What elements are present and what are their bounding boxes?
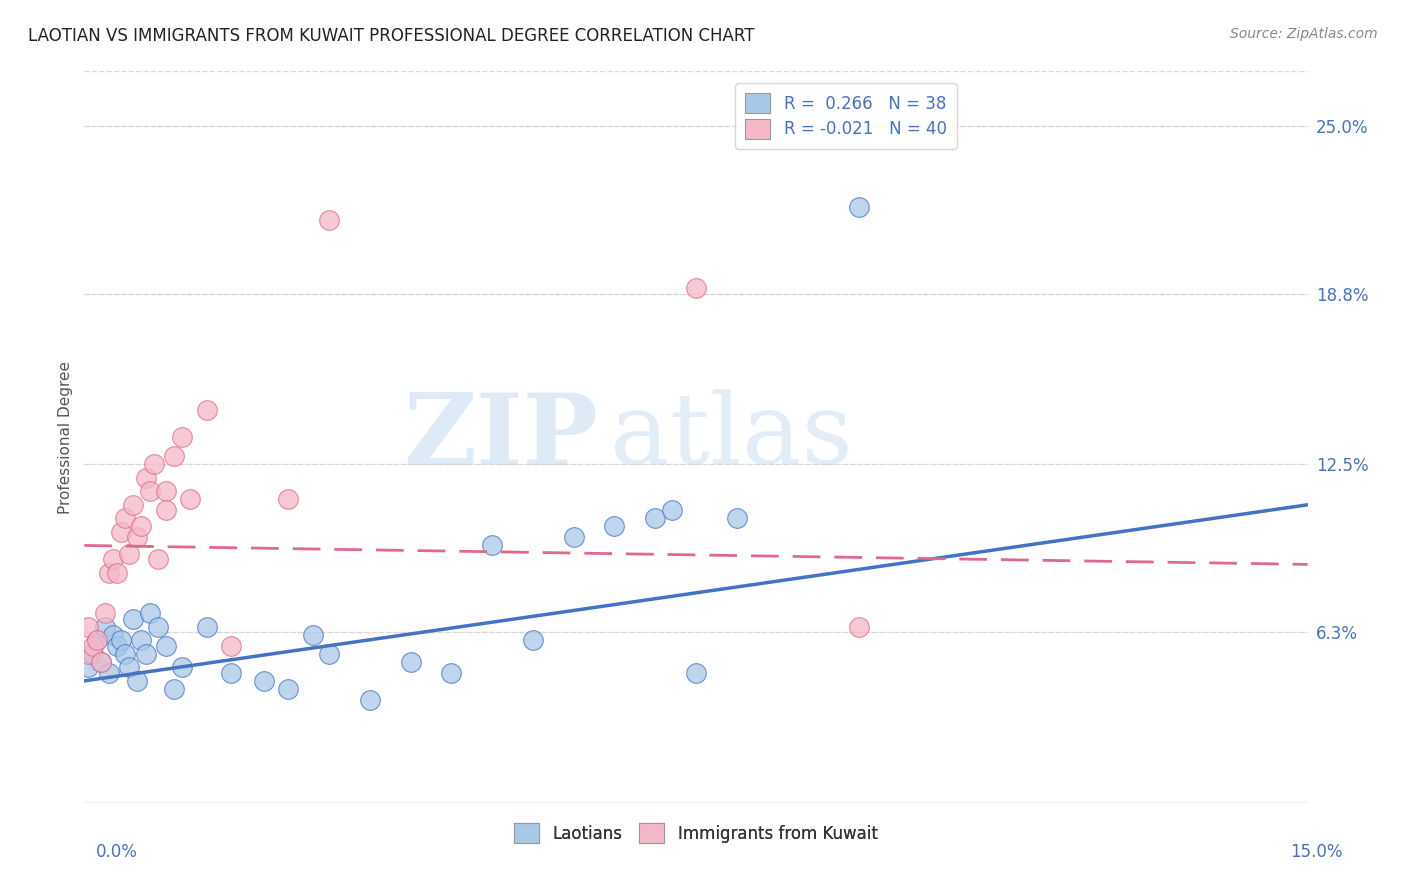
Point: [685, 281, 707, 295]
Text: 15.0%: 15.0%: [1291, 843, 1343, 861]
Point: [110, 633, 132, 648]
Point: [114, 511, 136, 525]
Point: [172, 430, 194, 444]
Point: [118, 547, 141, 561]
Point: [77, 660, 100, 674]
Point: [82, 647, 104, 661]
Point: [318, 213, 340, 227]
Y-axis label: Professional Degree: Professional Degree: [58, 360, 73, 514]
Text: 0.0%: 0.0%: [96, 843, 138, 861]
Point: [195, 403, 218, 417]
Point: [277, 681, 299, 696]
Point: [155, 639, 177, 653]
Point: [105, 639, 128, 653]
Point: [135, 471, 157, 485]
Point: [318, 647, 340, 661]
Point: [359, 693, 381, 707]
Point: [77, 620, 100, 634]
Point: [685, 665, 707, 680]
Point: [399, 655, 422, 669]
Point: [135, 647, 157, 661]
Legend: Laotians, Immigrants from Kuwait: Laotians, Immigrants from Kuwait: [508, 817, 884, 849]
Point: [82, 639, 104, 653]
Point: [93, 606, 115, 620]
Point: [253, 673, 276, 688]
Point: [848, 620, 870, 634]
Point: [725, 511, 748, 525]
Point: [122, 611, 145, 625]
Point: [562, 530, 585, 544]
Point: [93, 620, 115, 634]
Text: LAOTIAN VS IMMIGRANTS FROM KUWAIT PROFESSIONAL DEGREE CORRELATION CHART: LAOTIAN VS IMMIGRANTS FROM KUWAIT PROFES…: [28, 27, 755, 45]
Text: ZIP: ZIP: [404, 389, 598, 485]
Point: [155, 484, 177, 499]
Point: [603, 519, 626, 533]
Point: [138, 606, 160, 620]
Text: Source: ZipAtlas.com: Source: ZipAtlas.com: [1230, 27, 1378, 41]
Point: [131, 633, 153, 648]
Point: [90, 655, 112, 669]
Point: [146, 620, 169, 634]
Point: [179, 492, 201, 507]
Point: [146, 552, 169, 566]
Point: [127, 530, 149, 544]
Point: [440, 665, 463, 680]
Point: [142, 457, 165, 471]
Point: [114, 647, 136, 661]
Point: [163, 449, 186, 463]
Point: [86, 633, 108, 648]
Point: [301, 628, 323, 642]
Point: [138, 484, 160, 499]
Point: [101, 628, 124, 642]
Point: [77, 647, 100, 661]
Point: [277, 492, 299, 507]
Point: [848, 200, 870, 214]
Point: [105, 566, 128, 580]
Point: [481, 538, 503, 552]
Point: [118, 660, 141, 674]
Point: [131, 519, 153, 533]
Point: [195, 620, 218, 634]
Point: [101, 552, 124, 566]
Point: [90, 655, 112, 669]
Point: [110, 524, 132, 539]
Point: [155, 503, 177, 517]
Text: atlas: atlas: [610, 389, 853, 485]
Point: [522, 633, 544, 648]
Point: [661, 503, 683, 517]
Point: [219, 665, 242, 680]
Point: [127, 673, 149, 688]
Point: [163, 681, 186, 696]
Point: [97, 566, 120, 580]
Point: [97, 665, 120, 680]
Point: [172, 660, 194, 674]
Point: [86, 633, 108, 648]
Point: [644, 511, 666, 525]
Point: [219, 639, 242, 653]
Point: [122, 498, 145, 512]
